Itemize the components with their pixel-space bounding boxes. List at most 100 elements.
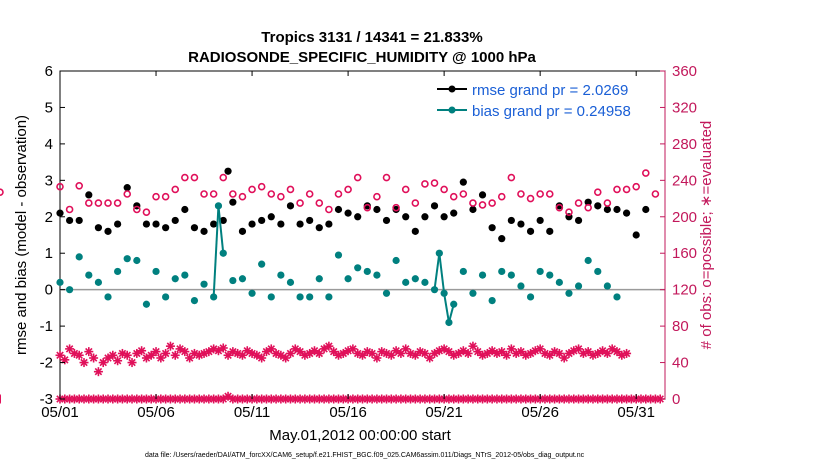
bias-point bbox=[142, 300, 151, 308]
evaluated-point bbox=[444, 347, 454, 357]
bias-point bbox=[171, 275, 179, 283]
bias-point bbox=[392, 256, 400, 265]
bias-point bbox=[488, 297, 496, 305]
evaluated-point bbox=[55, 350, 65, 360]
y-right-tick-label: 160 bbox=[672, 245, 697, 262]
y-right-tick-label: 120 bbox=[672, 282, 697, 299]
evaluated-point-stroke bbox=[253, 351, 261, 360]
possible-point bbox=[0, 188, 4, 196]
evaluated-point bbox=[170, 350, 180, 360]
rmse-point bbox=[224, 167, 232, 175]
bias-point bbox=[56, 278, 64, 286]
evaluated-point-stroke bbox=[411, 351, 420, 360]
evaluated-point bbox=[218, 343, 228, 353]
possible-point bbox=[94, 199, 103, 207]
bias-point bbox=[94, 278, 103, 286]
evaluated-point-stroke bbox=[56, 351, 64, 360]
possible-point bbox=[536, 190, 544, 198]
bias-point bbox=[277, 271, 285, 279]
possible-point bbox=[363, 203, 372, 212]
rmse-point bbox=[306, 216, 314, 225]
title-block: Tropics 3131 / 14341 = 21.833% RADIOSOND… bbox=[188, 29, 536, 66]
possible-point bbox=[632, 182, 640, 191]
possible-point bbox=[584, 203, 592, 212]
chart-subtitle: RADIOSONDE_SPECIFIC_HUMIDITY @ 1000 hPa bbox=[188, 49, 536, 66]
evaluated-point-stroke bbox=[555, 349, 564, 358]
evaluated-point-stroke bbox=[473, 347, 482, 356]
bias-point bbox=[133, 256, 141, 265]
bias-point bbox=[445, 318, 453, 327]
rmse-point bbox=[258, 216, 266, 225]
y-tick-label: 0 bbox=[45, 282, 53, 299]
possible-point bbox=[411, 199, 420, 207]
evaluated-point-stroke bbox=[75, 351, 83, 360]
evaluated-point-stroke bbox=[584, 347, 592, 356]
bias-point bbox=[536, 267, 544, 276]
evaluated-point bbox=[113, 356, 123, 366]
evaluated-point-stroke bbox=[94, 367, 103, 376]
possible-point bbox=[555, 203, 564, 212]
bias-point bbox=[613, 293, 621, 301]
evaluated-point-stroke bbox=[229, 347, 237, 356]
possible-point bbox=[248, 185, 256, 194]
evaluated-point bbox=[314, 348, 324, 358]
bias-segment bbox=[438, 253, 446, 294]
chart-title: Tropics 3131 / 14341 = 21.833% bbox=[261, 29, 482, 46]
bias-point bbox=[214, 202, 223, 210]
y-tick-label: 2 bbox=[45, 209, 53, 226]
possible-point bbox=[181, 173, 189, 182]
evaluated-point-stroke bbox=[392, 346, 400, 355]
y-tick-label: 5 bbox=[45, 99, 53, 116]
x-tick-label: 05/21 bbox=[425, 404, 463, 421]
possible-point bbox=[75, 182, 84, 190]
legend-label-bias: bias grand pr = 0.24958 bbox=[472, 103, 631, 120]
rmse-point bbox=[152, 220, 160, 228]
rmse-point bbox=[248, 220, 256, 228]
bias-point bbox=[104, 293, 112, 301]
rmse-point bbox=[373, 205, 381, 214]
rmse-point bbox=[210, 220, 218, 228]
bias-segment bbox=[443, 293, 450, 323]
bias-point bbox=[219, 249, 227, 257]
rmse-point bbox=[123, 184, 131, 192]
evaluated-point bbox=[84, 347, 94, 357]
evaluated-point-stroke bbox=[70, 349, 79, 358]
possible-point bbox=[449, 192, 458, 201]
evaluated-point-stroke bbox=[416, 347, 424, 356]
bias-point bbox=[267, 293, 275, 301]
legend-marker-rmse bbox=[448, 85, 456, 93]
evaluated-point bbox=[223, 350, 233, 360]
possible-point bbox=[65, 205, 74, 214]
bias-point bbox=[354, 264, 362, 272]
bias-point bbox=[430, 286, 439, 294]
rmse-point bbox=[104, 227, 112, 235]
possible-point bbox=[430, 179, 439, 187]
evaluated-point bbox=[89, 353, 99, 363]
evaluated-point-stroke bbox=[209, 345, 218, 353]
evaluated-point-stroke bbox=[469, 342, 477, 350]
rmse-point bbox=[402, 213, 410, 221]
evaluated-point bbox=[74, 350, 84, 360]
possible-point bbox=[526, 194, 535, 203]
legend-label-rmse: rmse grand pr = 2.0269 bbox=[472, 82, 628, 99]
footnote: data file: /Users/raeder/DAI/ATM_forcXX/… bbox=[145, 452, 585, 459]
rmse-point bbox=[190, 224, 199, 232]
bias-point bbox=[325, 293, 333, 301]
possible-point bbox=[200, 190, 208, 198]
rmse-point bbox=[574, 216, 583, 225]
evaluated-point-stroke bbox=[152, 347, 160, 356]
evaluated-point-stroke bbox=[550, 347, 559, 356]
possible-point bbox=[488, 199, 496, 207]
evaluated-point-stroke bbox=[248, 349, 256, 358]
evaluated-point-stroke bbox=[224, 351, 232, 360]
evaluated-point-stroke bbox=[598, 346, 607, 355]
evaluated-point-stroke bbox=[421, 349, 429, 358]
evaluated-point-stroke bbox=[161, 349, 170, 358]
legend-marker-bias bbox=[448, 106, 456, 114]
evaluated-point-stroke bbox=[118, 349, 127, 358]
evaluated-point-stroke bbox=[257, 354, 266, 362]
bias-point bbox=[114, 267, 122, 276]
evaluated-point bbox=[65, 344, 75, 354]
y-right-tick-label: 280 bbox=[672, 136, 697, 153]
possible-point bbox=[85, 199, 93, 207]
